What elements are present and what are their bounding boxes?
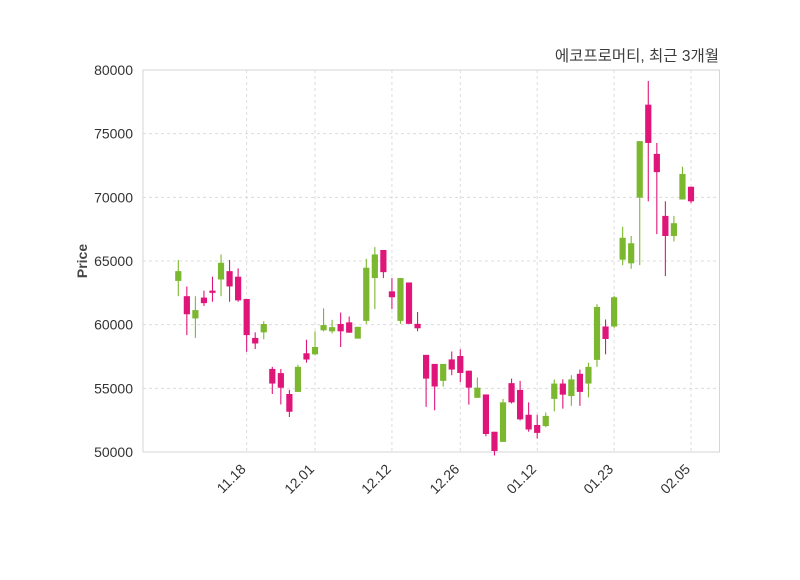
svg-text:70000: 70000 [94,189,133,205]
svg-text:11.18: 11.18 [213,461,249,497]
svg-text:12.01: 12.01 [281,461,317,497]
svg-text:01.12: 01.12 [503,461,539,497]
svg-text:60000: 60000 [94,317,133,333]
svg-text:65000: 65000 [94,253,133,269]
svg-text:50000: 50000 [94,444,133,460]
svg-text:12.26: 12.26 [426,461,462,497]
svg-text:12.12: 12.12 [358,461,394,497]
svg-text:02.05: 02.05 [657,461,693,497]
svg-text:55000: 55000 [94,380,133,396]
svg-text:75000: 75000 [94,126,133,142]
svg-text:01.23: 01.23 [580,461,616,497]
